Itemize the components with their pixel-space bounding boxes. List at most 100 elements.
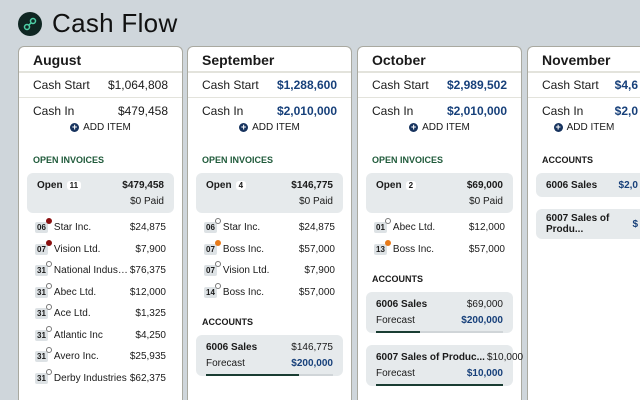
due-day: 31 bbox=[37, 352, 46, 362]
due-day: 07 bbox=[206, 266, 215, 276]
account-name: 6007 Sales of Produc... bbox=[376, 351, 485, 363]
forecast-label: Forecast bbox=[206, 357, 245, 369]
status-dot-icon bbox=[45, 218, 52, 225]
invoice-row[interactable]: 31 Abec Ltd. $12,000 bbox=[19, 282, 182, 304]
cash-in-label: Cash In bbox=[33, 103, 75, 118]
month-title: August bbox=[19, 47, 182, 73]
due-day: 07 bbox=[206, 244, 215, 254]
invoice-row[interactable]: 31 Derby Industries $62,375 bbox=[19, 368, 182, 390]
due-day: 13 bbox=[376, 244, 385, 254]
invoice-row[interactable]: 06 Star Inc. $24,875 bbox=[188, 217, 351, 239]
account-name: 6007 Sales of Produ... bbox=[546, 213, 610, 235]
status-dot-icon bbox=[45, 282, 52, 289]
status-dot-icon bbox=[214, 261, 221, 268]
add-item-label: ADD ITEM bbox=[83, 121, 131, 133]
cash-start-value: $1,288,600 bbox=[276, 78, 337, 92]
invoice-customer: Abec Ltd. bbox=[392, 222, 436, 234]
invoice-amount: $62,375 bbox=[129, 372, 166, 384]
cash-start-row: Cash Start $2,989,502 bbox=[358, 73, 521, 98]
cash-in-value: $479,458 bbox=[117, 103, 168, 118]
cash-start-value: $1,064,808 bbox=[107, 78, 168, 92]
cash-start-value: $4,6 bbox=[614, 78, 638, 92]
month-title: November bbox=[528, 47, 640, 73]
cash-start-label: Cash Start bbox=[542, 78, 599, 92]
account-name: 6006 Sales bbox=[206, 341, 258, 353]
account-card[interactable]: 6006 Sales $146,775 Forecast $200,000 bbox=[196, 335, 343, 376]
invoice-customer: Avero Inc. bbox=[53, 351, 99, 363]
invoice-amount: $57,000 bbox=[298, 243, 335, 255]
due-day: 31 bbox=[37, 266, 46, 276]
invoice-row[interactable]: 07 Vision Ltd. $7,900 bbox=[188, 260, 351, 282]
status-dot-icon bbox=[214, 282, 221, 289]
invoice-customer: Boss Inc. bbox=[222, 286, 265, 298]
cash-in-label: Cash In bbox=[202, 103, 244, 118]
invoice-amount: $57,000 bbox=[298, 286, 335, 298]
forecast-progress-fill bbox=[376, 384, 503, 386]
open-total: $479,458 bbox=[122, 179, 164, 191]
open-invoices-summary[interactable]: Open 2 $69,000 $0 Paid bbox=[366, 173, 513, 213]
cash-start-row: Cash Start $4,6 bbox=[528, 73, 640, 98]
accounts-heading: ACCOUNTS bbox=[542, 155, 593, 165]
invoice-customer: Atlantic Inc bbox=[53, 329, 103, 341]
invoice-customer: National Industri... bbox=[53, 265, 130, 277]
invoice-customer: Vision Ltd. bbox=[222, 265, 270, 277]
cash-start-value: $2,989,502 bbox=[446, 78, 507, 92]
invoice-amount: $1,325 bbox=[135, 308, 166, 320]
account-amount: $146,775 bbox=[291, 341, 333, 353]
cash-start-label: Cash Start bbox=[33, 78, 90, 92]
status-dot-icon bbox=[384, 239, 391, 246]
open-invoices-summary[interactable]: Open 11 $479,458 $0 Paid bbox=[27, 173, 174, 213]
invoice-row[interactable]: 13 Boss Inc. $57,000 bbox=[358, 239, 521, 261]
app-header: Cash Flow bbox=[18, 8, 178, 39]
add-item-label: ADD ITEM bbox=[566, 121, 615, 133]
due-day: 06 bbox=[37, 223, 46, 233]
invoice-row[interactable]: 07 Boss Inc. $57,000 bbox=[188, 239, 351, 261]
plus-circle-icon: + bbox=[239, 121, 249, 132]
account-card[interactable]: 6006 Sales $2,0 bbox=[536, 173, 640, 197]
invoice-amount: $12,000 bbox=[468, 222, 505, 234]
open-invoices-heading: OPEN INVOICES bbox=[202, 155, 274, 165]
month-title: October bbox=[358, 47, 521, 73]
month-column-august: August Cash Start $1,064,808 Cash In $479,… bbox=[18, 46, 183, 400]
invoice-row[interactable]: 31 Ace Ltd. $1,325 bbox=[19, 303, 182, 325]
invoice-customer: Boss Inc. bbox=[222, 243, 265, 255]
invoice-row[interactable]: 01 Abec Ltd. $12,000 bbox=[358, 217, 521, 239]
due-day-badge: 13 bbox=[374, 239, 391, 255]
paid-amount: $0 Paid bbox=[130, 195, 164, 207]
forecast-progress-bar bbox=[376, 331, 503, 333]
add-item-button[interactable]: + ADD ITEM bbox=[528, 119, 640, 135]
invoice-row[interactable]: 31 Atlantic Inc $4,250 bbox=[19, 325, 182, 347]
open-total: $69,000 bbox=[466, 179, 503, 191]
account-card[interactable]: 6007 Sales of Produc... $10,000 Forecast $1… bbox=[366, 345, 523, 386]
invoice-row[interactable]: 06 Star Inc. $24,875 bbox=[19, 217, 182, 239]
invoice-row[interactable]: 31 National Industri... $76,375 bbox=[19, 260, 182, 282]
invoice-row[interactable]: 31 Avero Inc. $25,935 bbox=[19, 346, 182, 368]
add-item-button[interactable]: + ADD ITEM bbox=[188, 119, 351, 135]
open-invoices-summary[interactable]: Open 4 $146,775 $0 Paid bbox=[196, 173, 343, 213]
due-day-badge: 31 bbox=[35, 368, 52, 384]
invoice-amount: $76,375 bbox=[129, 265, 166, 277]
forecast-label: Forecast bbox=[376, 367, 415, 379]
forecast-value: $10,000 bbox=[466, 367, 503, 379]
invoice-customer: Vision Ltd. bbox=[53, 243, 101, 255]
open-count-badge: 4 bbox=[235, 180, 247, 190]
invoice-amount: $7,900 bbox=[304, 265, 335, 277]
status-dot-icon bbox=[45, 239, 52, 246]
forecast-progress-fill bbox=[206, 374, 299, 376]
status-dot-icon bbox=[45, 368, 52, 375]
month-column-september: September Cash Start $1,288,600 Cash In $2… bbox=[187, 46, 352, 400]
cash-in-row: Cash In $2,0 bbox=[528, 98, 640, 123]
add-item-button[interactable]: + ADD ITEM bbox=[19, 119, 182, 135]
cash-start-label: Cash Start bbox=[372, 78, 429, 92]
plus-circle-icon: + bbox=[553, 121, 563, 132]
due-day: 01 bbox=[376, 223, 385, 233]
status-dot-icon bbox=[45, 347, 52, 354]
account-card[interactable]: 6007 Sales of Produ... $ bbox=[536, 209, 640, 239]
forecast-progress-fill bbox=[376, 331, 420, 333]
forecast-label: Forecast bbox=[376, 314, 415, 326]
invoice-amount: $25,935 bbox=[129, 351, 166, 363]
add-item-button[interactable]: + ADD ITEM bbox=[358, 119, 521, 135]
invoice-row[interactable]: 14 Boss Inc. $57,000 bbox=[188, 282, 351, 304]
account-card[interactable]: 6006 Sales $69,000 Forecast $200,000 bbox=[366, 292, 513, 333]
invoice-row[interactable]: 07 Vision Ltd. $7,900 bbox=[19, 239, 182, 261]
